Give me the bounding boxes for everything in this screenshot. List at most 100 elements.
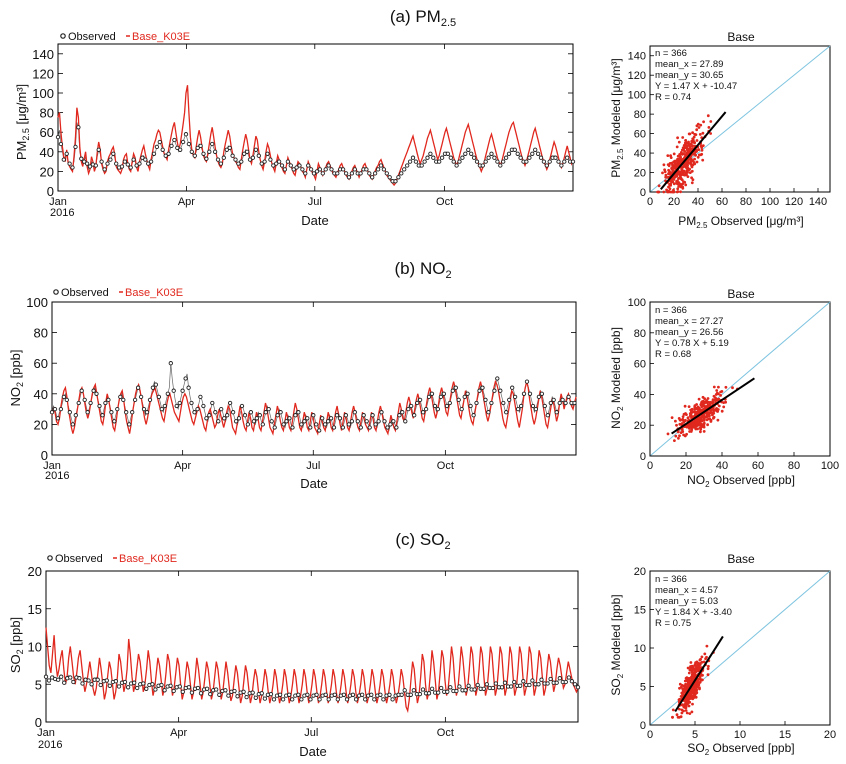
- observed-point: [287, 416, 292, 421]
- scatter-point: [679, 190, 682, 194]
- observed-point: [91, 388, 96, 393]
- observed-point: [515, 406, 521, 412]
- scatter-point: [691, 676, 694, 680]
- observed-point: [548, 400, 553, 406]
- scatter-point: [705, 418, 709, 422]
- observed-point: [320, 416, 325, 421]
- observed-point: [572, 400, 577, 406]
- observed-point: [168, 361, 173, 366]
- observed-point: [198, 143, 203, 149]
- scatter-point: [679, 151, 683, 154]
- observed-point: [533, 147, 538, 152]
- observed-point: [253, 147, 259, 152]
- scatter-point: [687, 695, 690, 699]
- observed-point: [180, 388, 185, 393]
- observed-point: [495, 376, 500, 381]
- observed-point: [358, 425, 363, 430]
- scatter-point: [700, 419, 703, 422]
- observed-point: [291, 167, 296, 172]
- scatter-point: [662, 190, 666, 194]
- scatter-point: [677, 140, 681, 144]
- x-tick-label: Jul: [304, 727, 318, 739]
- observed-point: [326, 163, 331, 168]
- observed-point: [569, 679, 575, 684]
- observed-point: [248, 410, 254, 415]
- y-tick-label: 10: [634, 643, 646, 655]
- observed-point: [109, 410, 114, 415]
- observed-point: [207, 149, 212, 154]
- observed-point: [471, 413, 476, 418]
- observed-point: [71, 679, 76, 685]
- observed-point: [504, 410, 509, 415]
- regression-line: [674, 635, 724, 713]
- observed-point: [159, 406, 164, 412]
- observed-point: [150, 682, 155, 687]
- observed-point: [77, 676, 82, 681]
- observed-point: [61, 394, 67, 400]
- observed-point: [334, 413, 340, 418]
- observed-point: [215, 157, 221, 162]
- observed-point: [195, 145, 200, 151]
- scatter-point: [689, 430, 693, 433]
- observed-point: [288, 163, 293, 168]
- x-tick-label: 20: [680, 460, 692, 472]
- observed-point: [323, 692, 328, 697]
- observed-point: [518, 403, 524, 409]
- observed-point: [250, 690, 255, 695]
- scatter-point: [689, 414, 693, 417]
- observed-point: [554, 410, 559, 415]
- observed-point: [98, 682, 103, 688]
- panel-c-year-label: 2016: [38, 739, 62, 751]
- legend-observed-marker: [53, 289, 59, 295]
- observed-point: [280, 697, 286, 702]
- observed-point: [450, 388, 455, 393]
- observed-point: [563, 679, 568, 685]
- observed-point: [308, 425, 313, 430]
- observed-point: [148, 159, 154, 164]
- scatter-point: [685, 676, 689, 680]
- observed-point: [204, 156, 209, 161]
- scatter-point: [671, 169, 675, 173]
- observed-point: [271, 163, 276, 168]
- panel-b-scatter-ylabel: NO2 Modeled [ppb]: [609, 327, 625, 429]
- observed-point: [439, 685, 444, 691]
- observed-point: [553, 155, 558, 160]
- observed-point: [346, 422, 352, 427]
- stat-mean-x: mean_x = 27.89: [655, 59, 723, 70]
- observed-point: [341, 692, 347, 697]
- observed-point: [317, 167, 323, 172]
- x-tick-label: Oct: [437, 460, 454, 472]
- scatter-point: [697, 397, 701, 401]
- observed-point: [415, 400, 420, 406]
- scatter-point: [675, 713, 679, 717]
- scatter-point: [680, 165, 684, 169]
- observed-point: [384, 171, 389, 176]
- observed-point: [378, 692, 383, 697]
- scatter-point: [676, 187, 680, 191]
- scatter-point: [693, 152, 697, 156]
- observed-point: [536, 394, 542, 400]
- scatter-point: [684, 183, 688, 187]
- scatter-point: [667, 190, 671, 194]
- observed-point: [82, 159, 87, 164]
- observed-point: [64, 151, 69, 156]
- observed-point: [541, 159, 547, 164]
- observed-point: [460, 155, 465, 160]
- observed-point: [364, 419, 369, 424]
- observed-point: [459, 406, 464, 412]
- observed-point: [527, 391, 533, 396]
- scatter-point: [684, 709, 688, 712]
- observed-point: [527, 682, 532, 688]
- observed-point: [358, 171, 363, 176]
- stat-regression: Y = 0.78 X + 5.19: [655, 338, 729, 349]
- observed-point: [214, 687, 219, 692]
- scatter-point: [677, 172, 681, 176]
- scatter-point: [677, 707, 681, 711]
- observed-point: [94, 391, 99, 396]
- panel-b-scatter: 0 20 40 60 80 100 0 20 40 60 80 100: [628, 297, 840, 472]
- observed-point: [226, 693, 231, 698]
- observed-point: [294, 165, 299, 170]
- observed-point: [141, 681, 146, 686]
- scatter-point: [691, 410, 694, 414]
- observed-point: [171, 388, 176, 393]
